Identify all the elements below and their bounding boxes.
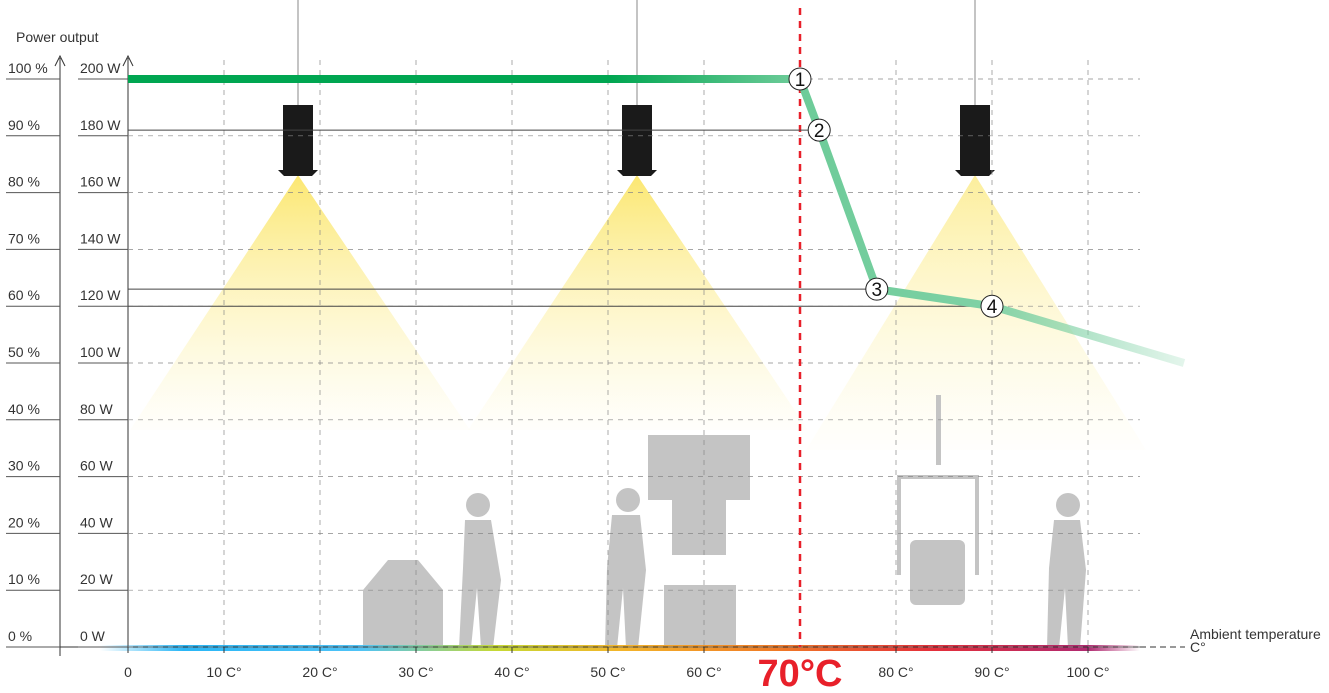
point-label: 4 — [987, 297, 998, 318]
y2-axis-arrow — [54, 54, 66, 67]
point-marker — [788, 67, 812, 91]
y-tick-label: 100 W — [80, 344, 121, 360]
point-marker — [865, 277, 889, 301]
y2-tick-label: 70 % — [8, 230, 40, 246]
y2-tick-label: 100 % — [8, 60, 48, 76]
y-axis-arrow — [122, 54, 134, 67]
y-tick-label: 80 W — [80, 401, 113, 417]
x-tick-label: 90 C° — [974, 664, 1009, 680]
point-label: 1 — [795, 70, 806, 91]
point-label: 2 — [814, 121, 825, 142]
y-tick-label: 140 W — [80, 230, 121, 246]
y2-tick-label: 0 % — [8, 628, 32, 644]
y-tick-label: 0 W — [80, 628, 106, 644]
x-tick-label: 50 C° — [590, 664, 625, 680]
power-curve — [128, 75, 1186, 367]
y2-tick-label: 30 % — [8, 458, 40, 474]
y-tick-label: 60 W — [80, 458, 113, 474]
y2-tick-label: 90 % — [8, 117, 40, 133]
x-tick-label: 30 C° — [398, 664, 433, 680]
x-tick-label: 100 C° — [1067, 664, 1110, 680]
x-axis-label: Ambient temperature C° — [1190, 626, 1321, 655]
x-tick-label: 40 C° — [494, 664, 529, 680]
y2-tick-label: 60 % — [8, 287, 40, 303]
decoration — [100, 0, 1146, 651]
point-marker — [980, 294, 1004, 318]
chart-title: Power output — [16, 29, 99, 45]
point-marker — [807, 118, 831, 142]
y2-tick-label: 80 % — [8, 174, 40, 190]
y-tick-label: 180 W — [80, 117, 121, 133]
y-tick-label: 20 W — [80, 571, 113, 587]
x-tick-label: 10 C° — [206, 664, 241, 680]
threshold-label: 70°C — [758, 653, 843, 693]
y-tick-label: 160 W — [80, 174, 121, 190]
x-tick-label: 20 C° — [302, 664, 337, 680]
x-tick-label: 0 — [124, 664, 132, 680]
point-label: 3 — [872, 280, 883, 301]
y-tick-label: 200 W — [80, 60, 121, 76]
y-tick-label: 120 W — [80, 287, 121, 303]
y2-tick-label: 20 % — [8, 514, 40, 530]
y-tick-label: 40 W — [80, 514, 113, 530]
x-tick-label: 80 C° — [878, 664, 913, 680]
y2-tick-label: 50 % — [8, 344, 40, 360]
x-tick-label: 60 C° — [686, 664, 721, 680]
y2-tick-label: 40 % — [8, 401, 40, 417]
y2-tick-label: 10 % — [8, 571, 40, 587]
